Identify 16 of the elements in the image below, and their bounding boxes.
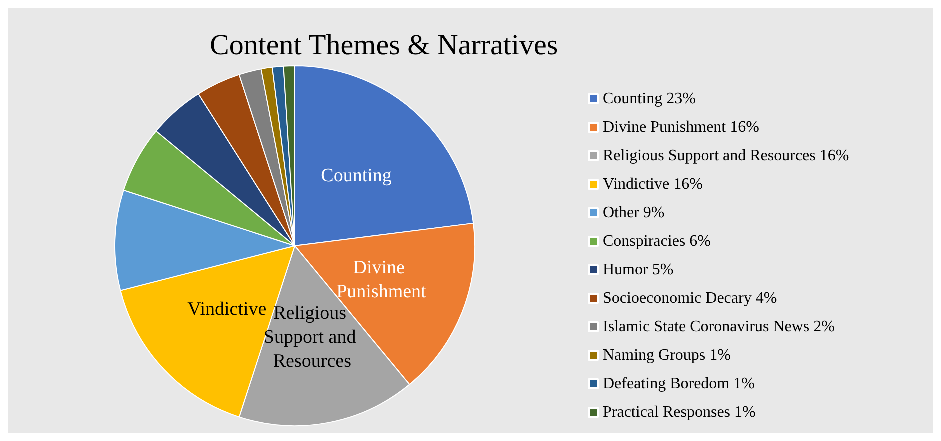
legend-label: Other 9% xyxy=(603,204,665,222)
legend-label: Conspiracies 6% xyxy=(603,233,711,250)
legend-label: Defeating Boredom 1% xyxy=(603,376,755,392)
category-label: Divine Punishment 16% xyxy=(603,119,760,136)
slice-label: Divine Punishment xyxy=(336,258,428,303)
legend-label: Islamic State Coronavirus News 2% xyxy=(603,318,835,336)
chart-title: Content Themes & Narratives xyxy=(210,30,558,62)
legend-label: Humor 5% xyxy=(603,262,674,278)
legend-label: Practical Responses 1% xyxy=(603,404,756,421)
legend-label: Naming Groups 1% xyxy=(603,347,731,364)
category-label: Counting 23% xyxy=(603,90,696,108)
category-label: Vindictive 16% xyxy=(603,176,703,193)
slice-label: Vindictive xyxy=(188,299,267,320)
slice-label: Counting xyxy=(321,166,392,187)
category-label: Religious Support and Resources 16% xyxy=(603,148,850,164)
legend-label: Socioeconomic Decary 4% xyxy=(603,290,778,307)
